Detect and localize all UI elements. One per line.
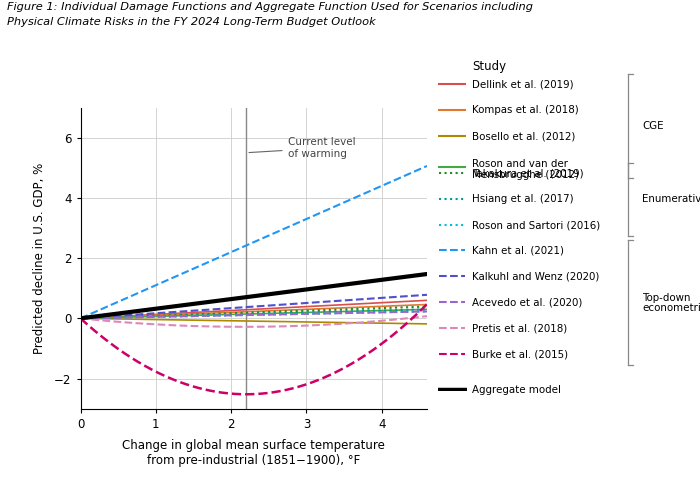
Y-axis label: Predicted decline in U.S. GDP, %: Predicted decline in U.S. GDP, %	[33, 163, 46, 354]
Text: Mensbrugghe (2012): Mensbrugghe (2012)	[472, 171, 579, 180]
Text: Hsiang et al. (2017): Hsiang et al. (2017)	[472, 195, 573, 204]
Text: Kompas et al. (2018): Kompas et al. (2018)	[472, 106, 578, 115]
Text: Figure 1: Individual Damage Functions and Aggregate Function Used for Scenarios : Figure 1: Individual Damage Functions an…	[7, 2, 533, 12]
Text: Takakura et al. (2019): Takakura et al. (2019)	[472, 169, 583, 178]
Text: Roson and van der: Roson and van der	[472, 159, 568, 169]
Text: Roson and Sartori (2016): Roson and Sartori (2016)	[472, 220, 600, 230]
Text: Dellink et al. (2019): Dellink et al. (2019)	[472, 80, 573, 89]
Text: Aggregate model: Aggregate model	[472, 385, 561, 394]
Text: Bosello et al. (2012): Bosello et al. (2012)	[472, 131, 575, 141]
Text: Burke et al. (2015): Burke et al. (2015)	[472, 349, 568, 359]
Text: Study: Study	[472, 60, 506, 73]
Text: Enumerative: Enumerative	[642, 195, 700, 204]
Text: Kalkuhl and Wenz (2020): Kalkuhl and Wenz (2020)	[472, 272, 599, 282]
Text: econometric: econometric	[642, 304, 700, 313]
Text: Current level
of warming: Current level of warming	[249, 137, 356, 159]
Text: CGE: CGE	[642, 121, 664, 131]
Text: Physical Climate Risks in the FY 2024 Long-Term Budget Outlook: Physical Climate Risks in the FY 2024 Lo…	[7, 17, 376, 27]
Text: Kahn et al. (2021): Kahn et al. (2021)	[472, 246, 564, 256]
Text: Top-down: Top-down	[642, 293, 690, 303]
Text: Acevedo et al. (2020): Acevedo et al. (2020)	[472, 298, 582, 307]
Text: Pretis et al. (2018): Pretis et al. (2018)	[472, 324, 567, 333]
X-axis label: Change in global mean surface temperature
from pre-industrial (1851−1900), °F: Change in global mean surface temperatur…	[122, 439, 385, 467]
